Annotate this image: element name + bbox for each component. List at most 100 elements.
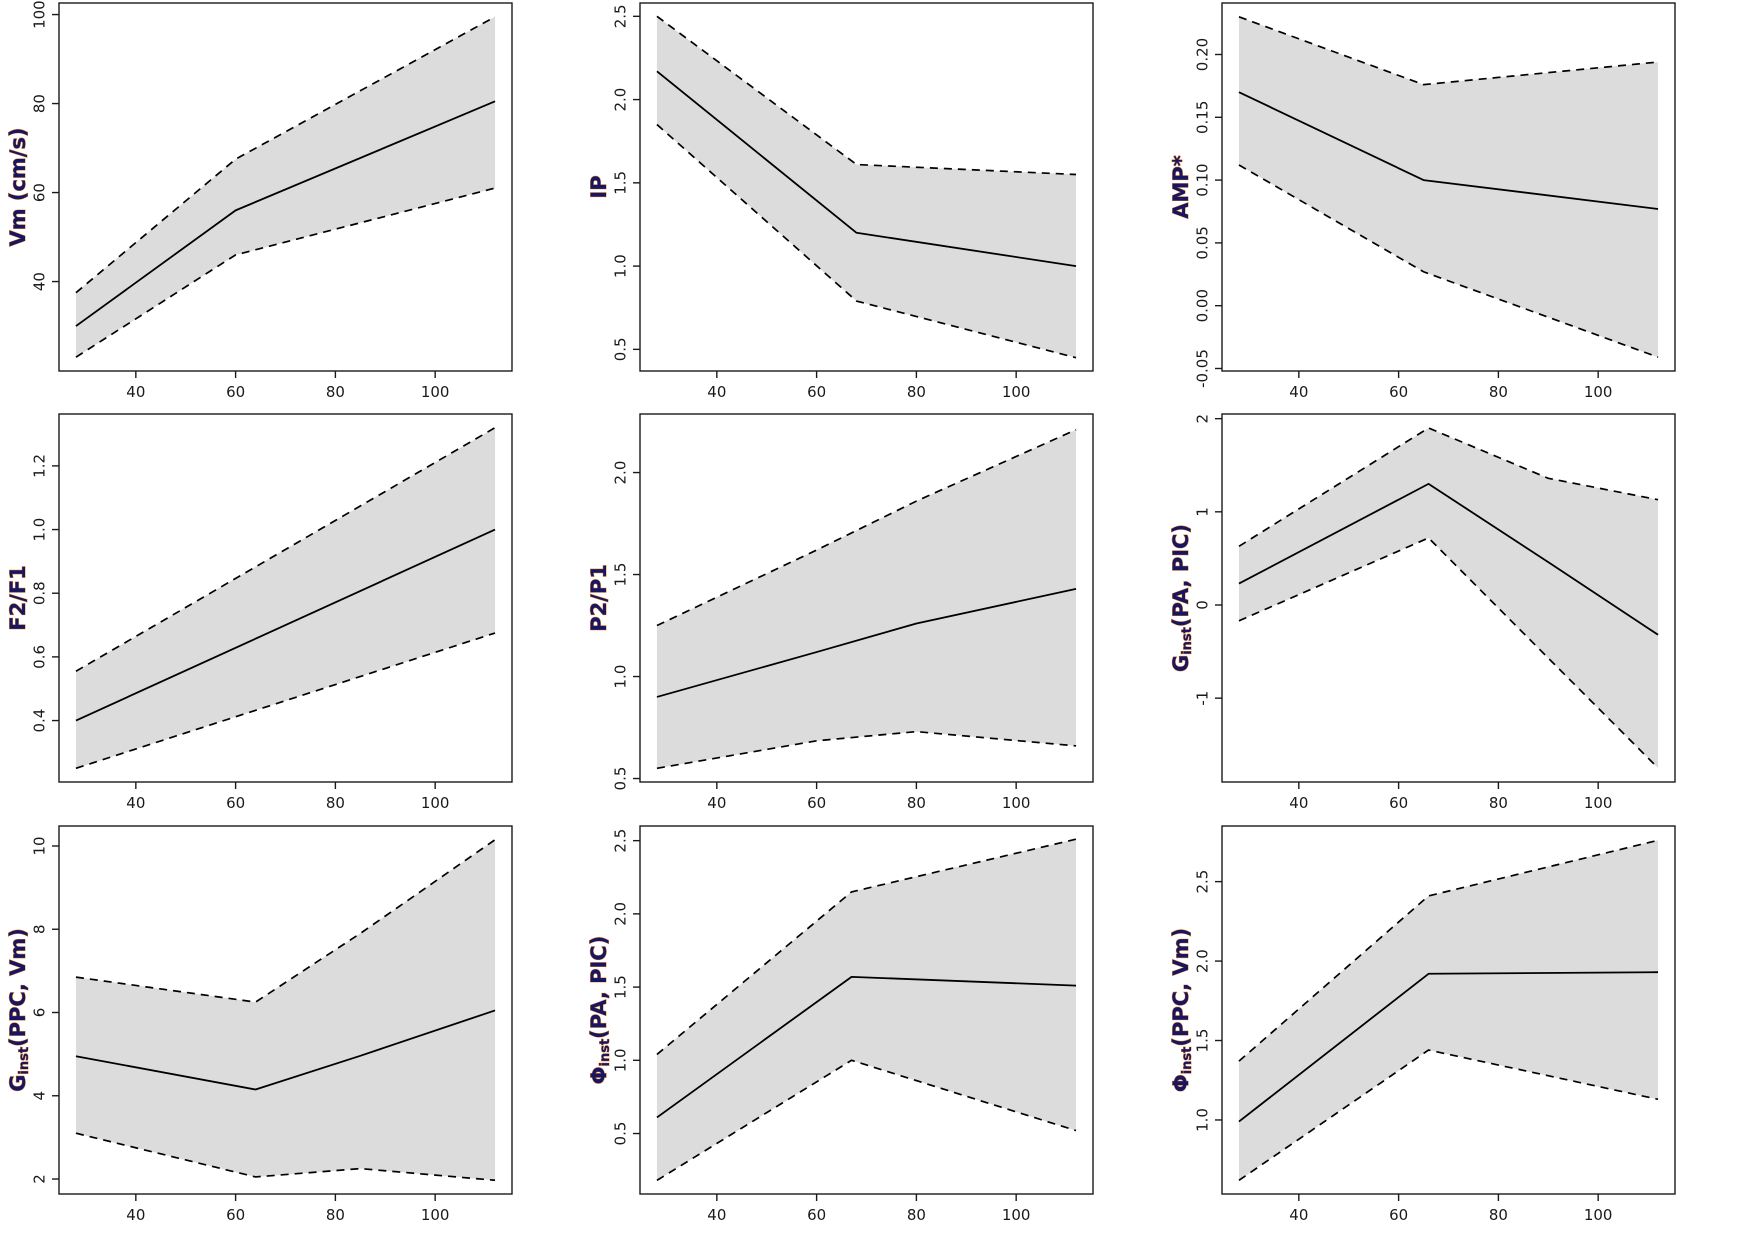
y-tick-label: 0.05	[1193, 226, 1211, 259]
plot-border	[58, 2, 513, 372]
y-tick-label: 1.5	[612, 563, 630, 587]
plot-border	[639, 824, 1095, 1195]
mean-line	[657, 588, 1077, 699]
confidence-band	[75, 839, 496, 1180]
subplot-vm: 40 60 80 100 40 60 80 100 Vm (cm/s)	[0, 0, 581, 411]
subplot-phiinst-ppc-vm: 40 60 80 100 1.0 1.5 2.0 2.5 Φinst(PPC, Vm)	[1163, 823, 1744, 1234]
x-tick-label: 40	[708, 1206, 727, 1224]
x-tick-label: 100	[1584, 794, 1613, 812]
subplot-svg-ip: 40 60 80 100 0.5 1.0 1.5 2.0 2.5 IP	[587, 2, 1095, 401]
plot-border	[1220, 824, 1676, 1195]
mean-line	[75, 100, 496, 327]
y-tick-label: 1.2	[31, 454, 49, 478]
lower-ci-line	[75, 187, 496, 358]
x-tick-label: 40	[126, 794, 145, 812]
y-tick-label: 0.5	[612, 337, 630, 361]
mean-line	[1238, 91, 1658, 210]
confidence-band	[1238, 428, 1658, 769]
x-tick-label: 80	[1489, 383, 1508, 401]
confidence-band	[75, 428, 496, 769]
x-tick-label: 100	[1002, 383, 1031, 401]
x-tick-label: 100	[1584, 1206, 1613, 1224]
x-tick-label: 60	[807, 383, 826, 401]
y-tick-label: 0.6	[31, 645, 49, 669]
x-tick-label: 80	[1489, 1206, 1508, 1224]
x-tick-label: 60	[226, 383, 245, 401]
x-tick-label: 40	[708, 794, 727, 812]
y-tick-label: 1.0	[31, 518, 49, 542]
x-tick-label: 40	[126, 1206, 145, 1224]
mean-line	[75, 1009, 496, 1091]
subplot-ginst-pa-pic: 40 60 80 100 -1 0 1 2 Ginst(PA, PIC)	[1163, 411, 1744, 822]
y-tick-label: 8	[30, 924, 48, 934]
y-tick-label: 100	[31, 0, 49, 29]
lower-ci-line	[1238, 164, 1658, 358]
y-tick-label: 0.5	[612, 1121, 630, 1145]
x-tick-label: 80	[907, 383, 926, 401]
confidence-band	[1238, 16, 1658, 358]
y-axis-title: Ginst(PPC, Vm)	[6, 928, 31, 1092]
x-tick-label: 100	[1002, 1206, 1031, 1224]
mean-line	[656, 975, 1077, 1118]
confidence-band	[657, 838, 1077, 1181]
lower-ci-line	[656, 1059, 1077, 1181]
lower-ci-line	[657, 731, 1077, 770]
x-tick-label: 60	[807, 794, 826, 812]
upper-ci-line	[75, 427, 496, 673]
upper-ci-line	[75, 838, 496, 1003]
y-tick-label: 0.5	[612, 767, 630, 791]
y-tick-label: 2.5	[1193, 869, 1211, 893]
lower-ci-line	[75, 632, 496, 770]
subplot-amp: 40 60 80 100 -0.05 0.00 0.05 0.10 0.15 0.20 AMP*	[1163, 0, 1744, 411]
x-tick-label: 80	[326, 794, 345, 812]
y-tick-label: 80	[31, 94, 49, 113]
upper-ci-line	[1238, 839, 1658, 1062]
plot-border	[639, 413, 1095, 784]
confidence-band	[657, 430, 1077, 769]
subplot-svg-ginst-ppc-vm: 40 60 80 100 2 4 6 8 10 Ginst(PPC, Vm)	[6, 824, 513, 1224]
y-tick-label: 0	[1193, 601, 1211, 611]
x-tick-label: 60	[807, 1206, 826, 1224]
subplot-svg-p2p1: 40 60 80 100 0.5 1.0 1.5 2.0 P2/P1	[587, 413, 1095, 812]
x-tick-label: 40	[1289, 383, 1308, 401]
confidence-band	[75, 16, 496, 358]
upper-ci-line	[1238, 427, 1658, 548]
x-tick-label: 60	[1389, 383, 1408, 401]
y-axis-title: Φinst(PA, PIC)	[587, 935, 613, 1084]
x-tick-label: 80	[326, 383, 345, 401]
subplot-f2f1: 40 60 80 100 0.4 0.6 0.8 1.0 1.2 F2/F1	[0, 411, 581, 822]
y-axis-title: Φinst(PPC, Vm)	[1169, 928, 1194, 1092]
y-tick-label: 1.5	[612, 975, 630, 999]
y-tick-label: 60	[31, 183, 49, 202]
subplot-svg-phiinst-pa-pic: 40 60 80 100 0.5 1.0 1.5 2.0 2.5 Φinst(PA, PIC)	[587, 824, 1095, 1224]
y-tick-label: 2	[1193, 414, 1211, 424]
y-tick-label: 2.5	[612, 828, 630, 852]
subplot-p2p1: 40 60 80 100 0.5 1.0 1.5 2.0 P2/P1	[581, 411, 1162, 822]
x-tick-label: 40	[1289, 1206, 1308, 1224]
subplot-svg-f2f1: 40 60 80 100 0.4 0.6 0.8 1.0 1.2 F2/F1	[6, 413, 513, 812]
subplot-ip: 40 60 80 100 0.5 1.0 1.5 2.0 2.5 IP	[581, 0, 1162, 411]
x-tick-label: 100	[421, 1206, 450, 1224]
y-tick-label: 0.15	[1193, 101, 1211, 134]
y-tick-label: 2.0	[612, 902, 630, 926]
x-tick-label: 80	[907, 794, 926, 812]
y-axis-title: Vm (cm/s)	[6, 127, 30, 246]
subplot-phiinst-pa-pic: 40 60 80 100 0.5 1.0 1.5 2.0 2.5 Φinst(PA, PIC)	[581, 823, 1162, 1234]
x-tick-label: 40	[126, 383, 145, 401]
y-tick-label: 10	[30, 836, 48, 855]
lower-ci-line	[1238, 1048, 1658, 1181]
upper-ci-line	[656, 838, 1077, 1055]
confidence-band	[1238, 839, 1658, 1180]
subplot-svg-phiinst-ppc-vm: 40 60 80 100 1.0 1.5 2.0 2.5 Φinst(PPC, Vm)	[1168, 824, 1676, 1224]
x-tick-label: 40	[708, 383, 727, 401]
y-tick-label: 2.0	[612, 88, 630, 112]
y-tick-label: -0.05	[1193, 349, 1211, 388]
y-tick-label: 1	[1193, 507, 1211, 517]
y-tick-label: 0.8	[31, 582, 49, 606]
mean-line	[1238, 483, 1659, 636]
y-axis-title: AMP*	[1169, 155, 1193, 219]
y-tick-label: 0.00	[1193, 289, 1211, 322]
y-axis-title: IP	[587, 175, 611, 198]
plot-border	[1220, 413, 1676, 784]
